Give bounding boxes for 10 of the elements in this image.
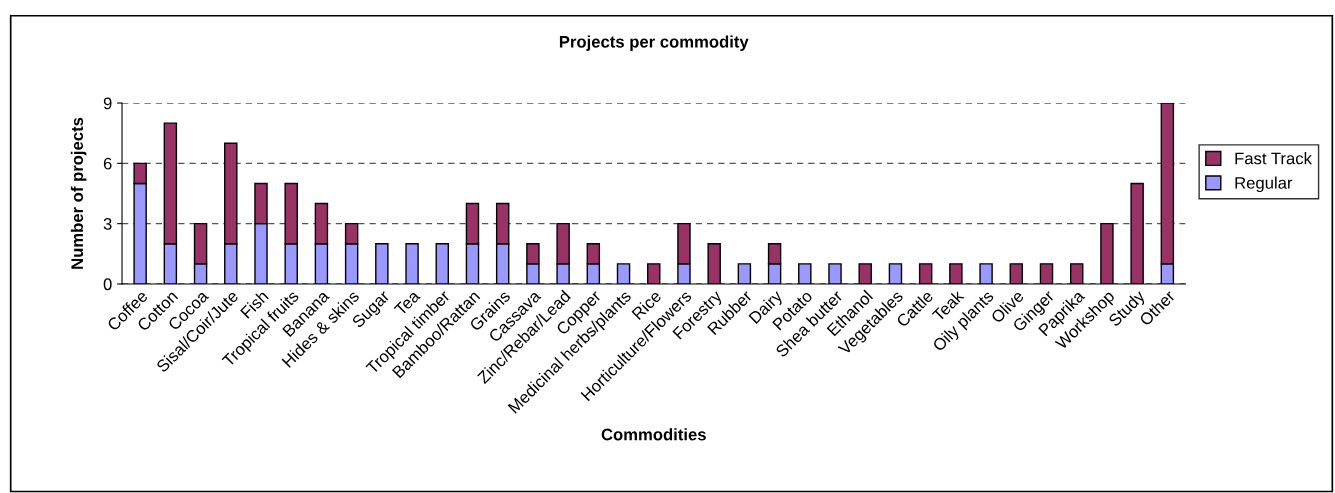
y-tick-label: 0 [103,278,112,291]
x-axis-title: Commodities [601,428,706,441]
legend-label: Regular [1235,176,1293,193]
legend-label: Fast Track [1235,152,1312,165]
y-tick-label: 9 [103,97,112,110]
y-axis-title: Number of projects [70,117,87,269]
y-tick-label: 6 [103,157,112,170]
chart-title: Projects per commodity [559,35,749,51]
x-tick-label: Fish [239,289,269,319]
y-tick-label: 3 [103,218,112,230]
